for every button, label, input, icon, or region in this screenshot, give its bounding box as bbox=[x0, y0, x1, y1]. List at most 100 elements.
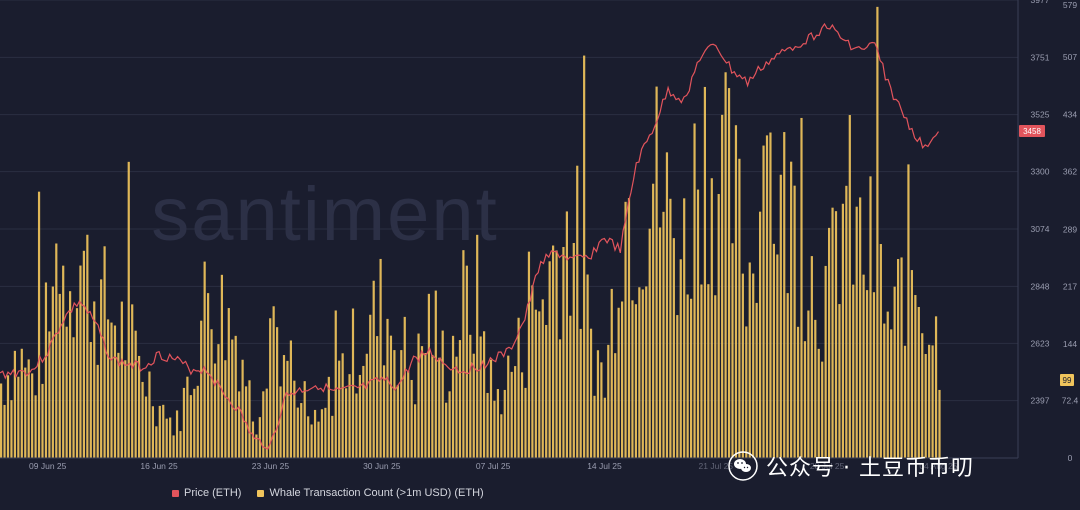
whale-bar bbox=[524, 387, 527, 458]
legend-item-price[interactable]: Price (ETH) bbox=[172, 487, 241, 499]
whale-current-label: 99 bbox=[1063, 376, 1072, 385]
whale-bar bbox=[869, 176, 872, 459]
whale-bar bbox=[921, 333, 924, 458]
whale-bar bbox=[113, 325, 117, 458]
whale-bar bbox=[79, 265, 82, 458]
whale-bar bbox=[269, 318, 272, 458]
whale-bar bbox=[821, 361, 824, 458]
whale-bar bbox=[914, 295, 917, 458]
whale-bar bbox=[158, 405, 161, 458]
whale-tick-label: 72.4 bbox=[1062, 396, 1079, 406]
whale-bar bbox=[251, 421, 255, 458]
whale-bar bbox=[841, 203, 844, 458]
whale-tick-label: 434 bbox=[1063, 110, 1077, 120]
x-tick-label: 04 Aug 25 bbox=[919, 461, 958, 471]
whale-bar bbox=[897, 259, 900, 458]
whale-bar bbox=[227, 308, 230, 458]
whale-bar bbox=[900, 257, 903, 458]
whale-bar bbox=[148, 371, 151, 458]
whale-bar bbox=[772, 243, 775, 458]
whale-bar bbox=[0, 383, 3, 458]
whale-bar bbox=[417, 333, 420, 458]
whale-bar bbox=[324, 407, 327, 458]
whale-bar bbox=[731, 243, 734, 458]
whale-bar bbox=[600, 362, 603, 458]
whale-bar bbox=[703, 86, 706, 458]
whale-bar bbox=[200, 320, 203, 458]
whale-bar bbox=[717, 194, 720, 458]
whale-bar bbox=[776, 254, 779, 458]
whale-bar bbox=[120, 301, 123, 458]
whale-bar bbox=[648, 228, 651, 458]
whale-bar bbox=[351, 308, 355, 458]
x-tick-label: 30 Jun 25 bbox=[363, 461, 401, 471]
whale-bar bbox=[721, 114, 724, 458]
legend-item-whale[interactable]: Whale Transaction Count (>1m USD) (ETH) bbox=[257, 487, 484, 499]
whale-bar bbox=[876, 6, 879, 459]
whale-bar bbox=[572, 243, 575, 458]
whale-bar bbox=[6, 375, 10, 458]
whale-bar bbox=[686, 294, 689, 458]
whale-bar bbox=[562, 247, 565, 458]
x-tick-label: 16 Jun 25 bbox=[140, 461, 178, 471]
whale-bar bbox=[189, 395, 192, 458]
whale-bar bbox=[110, 322, 113, 458]
whale-bar bbox=[272, 306, 275, 458]
whale-bar bbox=[617, 307, 620, 458]
whale-bar bbox=[503, 389, 506, 458]
price-tick-label: 2848 bbox=[1031, 281, 1050, 291]
whale-bar bbox=[51, 286, 54, 458]
whale-bar bbox=[548, 261, 551, 458]
whale-bar bbox=[752, 273, 755, 458]
legend-label-price: Price (ETH) bbox=[184, 487, 242, 499]
whale-bar bbox=[845, 185, 848, 458]
whale-bar bbox=[124, 360, 127, 458]
whale-bar bbox=[655, 86, 658, 458]
whale-bar bbox=[810, 256, 813, 458]
price-tick-label: 2397 bbox=[1031, 396, 1050, 406]
whale-bar bbox=[693, 123, 696, 458]
whale-bar bbox=[279, 386, 282, 458]
whale-bar bbox=[144, 396, 148, 458]
whale-bar bbox=[652, 183, 655, 458]
whale-bar bbox=[520, 372, 524, 458]
whale-bar bbox=[931, 345, 934, 458]
whale-bar bbox=[400, 350, 403, 458]
price-current-badge: 3458 bbox=[1019, 125, 1045, 137]
whale-bar bbox=[538, 311, 541, 458]
whale-axis-ticks: 0 72.4 144 217 289 362 434 507 579 bbox=[1062, 0, 1079, 463]
whale-bar bbox=[783, 132, 786, 458]
whale-bar bbox=[586, 274, 589, 458]
whale-bar bbox=[465, 265, 468, 458]
whale-bar bbox=[786, 293, 789, 458]
whale-bar bbox=[765, 135, 769, 458]
whale-bar bbox=[607, 344, 610, 458]
whale-bar bbox=[131, 304, 134, 458]
whale-bar bbox=[20, 348, 23, 458]
whale-bar bbox=[672, 238, 675, 458]
whale-bar bbox=[175, 410, 179, 458]
whale-bar bbox=[231, 339, 234, 458]
whale-bar bbox=[834, 211, 838, 458]
whale-bar bbox=[393, 350, 396, 458]
whale-bar bbox=[910, 270, 913, 458]
whale-bar bbox=[710, 178, 713, 458]
whale-bar bbox=[100, 279, 103, 458]
whale-bar bbox=[248, 380, 251, 458]
whale-bar bbox=[286, 360, 289, 458]
price-tick-label: 3074 bbox=[1031, 224, 1050, 234]
whale-bar bbox=[734, 125, 738, 458]
whale-bar bbox=[486, 392, 489, 458]
whale-tick-label: 289 bbox=[1063, 224, 1077, 234]
whale-bar bbox=[507, 355, 510, 458]
whale-bar bbox=[907, 164, 910, 458]
whale-bar bbox=[217, 344, 220, 458]
x-axis-ticks: 09 Jun 25 16 Jun 25 23 Jun 25 30 Jun 25 07 J… bbox=[29, 461, 958, 471]
whale-bar bbox=[828, 227, 831, 458]
whale-tick-label: 507 bbox=[1063, 52, 1077, 62]
whale-bar bbox=[700, 284, 703, 458]
whale-bar bbox=[372, 280, 375, 458]
whale-bar bbox=[638, 287, 641, 458]
whale-bar bbox=[848, 115, 851, 458]
